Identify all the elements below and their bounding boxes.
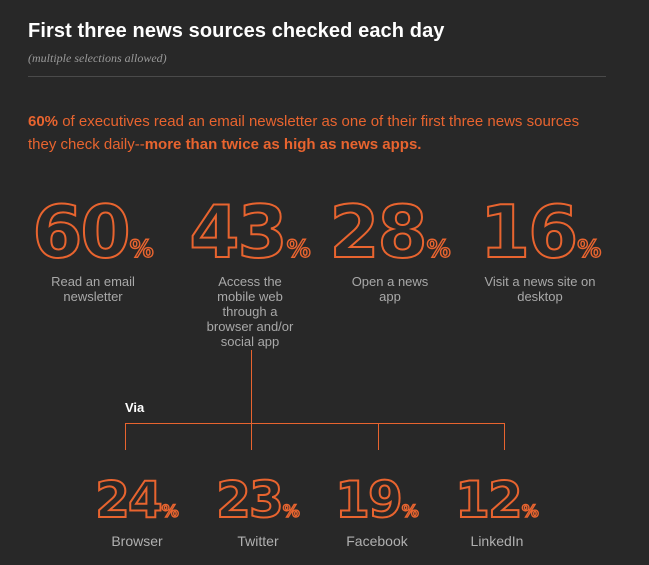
stat-label: Read an email newsletter: [51, 274, 135, 304]
stat-value: 19: [334, 471, 404, 529]
lede-emphasis: more than twice as high as news apps.: [144, 136, 422, 153]
stat-value: 60: [31, 190, 131, 274]
stat-linkedin: 12% LinkedIn: [442, 471, 552, 549]
stat-value: 12: [454, 471, 524, 529]
stat-unit: %: [521, 501, 539, 522]
stat-unit: %: [577, 234, 602, 263]
chart-title: First three news sources checked each da…: [28, 20, 445, 42]
via-label: Via: [125, 400, 145, 415]
stat-value: 16: [479, 190, 579, 274]
stat-facebook: 19% Facebook: [322, 471, 432, 549]
stat-value: 43: [188, 190, 288, 274]
stat-label: Browser: [111, 533, 163, 549]
stat-desktop-site: 16% Visit a news site on desktop: [479, 195, 602, 304]
stat-value: 23: [215, 471, 285, 529]
stat-unit: %: [161, 501, 179, 522]
lede-paragraph: 60% of executives read an email newslett…: [28, 110, 608, 156]
chart-subtitle: (multiple selections allowed): [28, 51, 167, 65]
stat-label: Twitter: [237, 533, 279, 549]
stat-label: Facebook: [346, 533, 408, 549]
stat-unit: %: [129, 234, 154, 263]
stat-value: 28: [328, 190, 428, 274]
stat-browser: 24% Browser: [82, 471, 192, 549]
stat-news-app: 28% Open a news app: [326, 195, 454, 304]
lede-text: of executives read an email newsletter a…: [28, 113, 580, 153]
stat-unit: %: [286, 234, 311, 263]
stat-label: LinkedIn: [470, 533, 524, 549]
stat-unit: %: [282, 501, 300, 522]
stat-label: Visit a news site on desktop: [484, 274, 596, 304]
stat-twitter: 23% Twitter: [203, 471, 313, 549]
lede-stat: 60%: [28, 113, 59, 130]
stat-unit: %: [426, 234, 451, 263]
stat-email-newsletter: 60% Read an email newsletter: [20, 195, 166, 304]
stat-label: Access the mobile web through a browser …: [206, 274, 294, 349]
stat-label: Open a news app: [351, 274, 429, 304]
stat-mobile-web: 43% Access the mobile web through a brow…: [174, 195, 326, 349]
divider: [28, 76, 606, 77]
stat-value: 24: [94, 471, 164, 529]
stat-unit: %: [401, 501, 419, 522]
